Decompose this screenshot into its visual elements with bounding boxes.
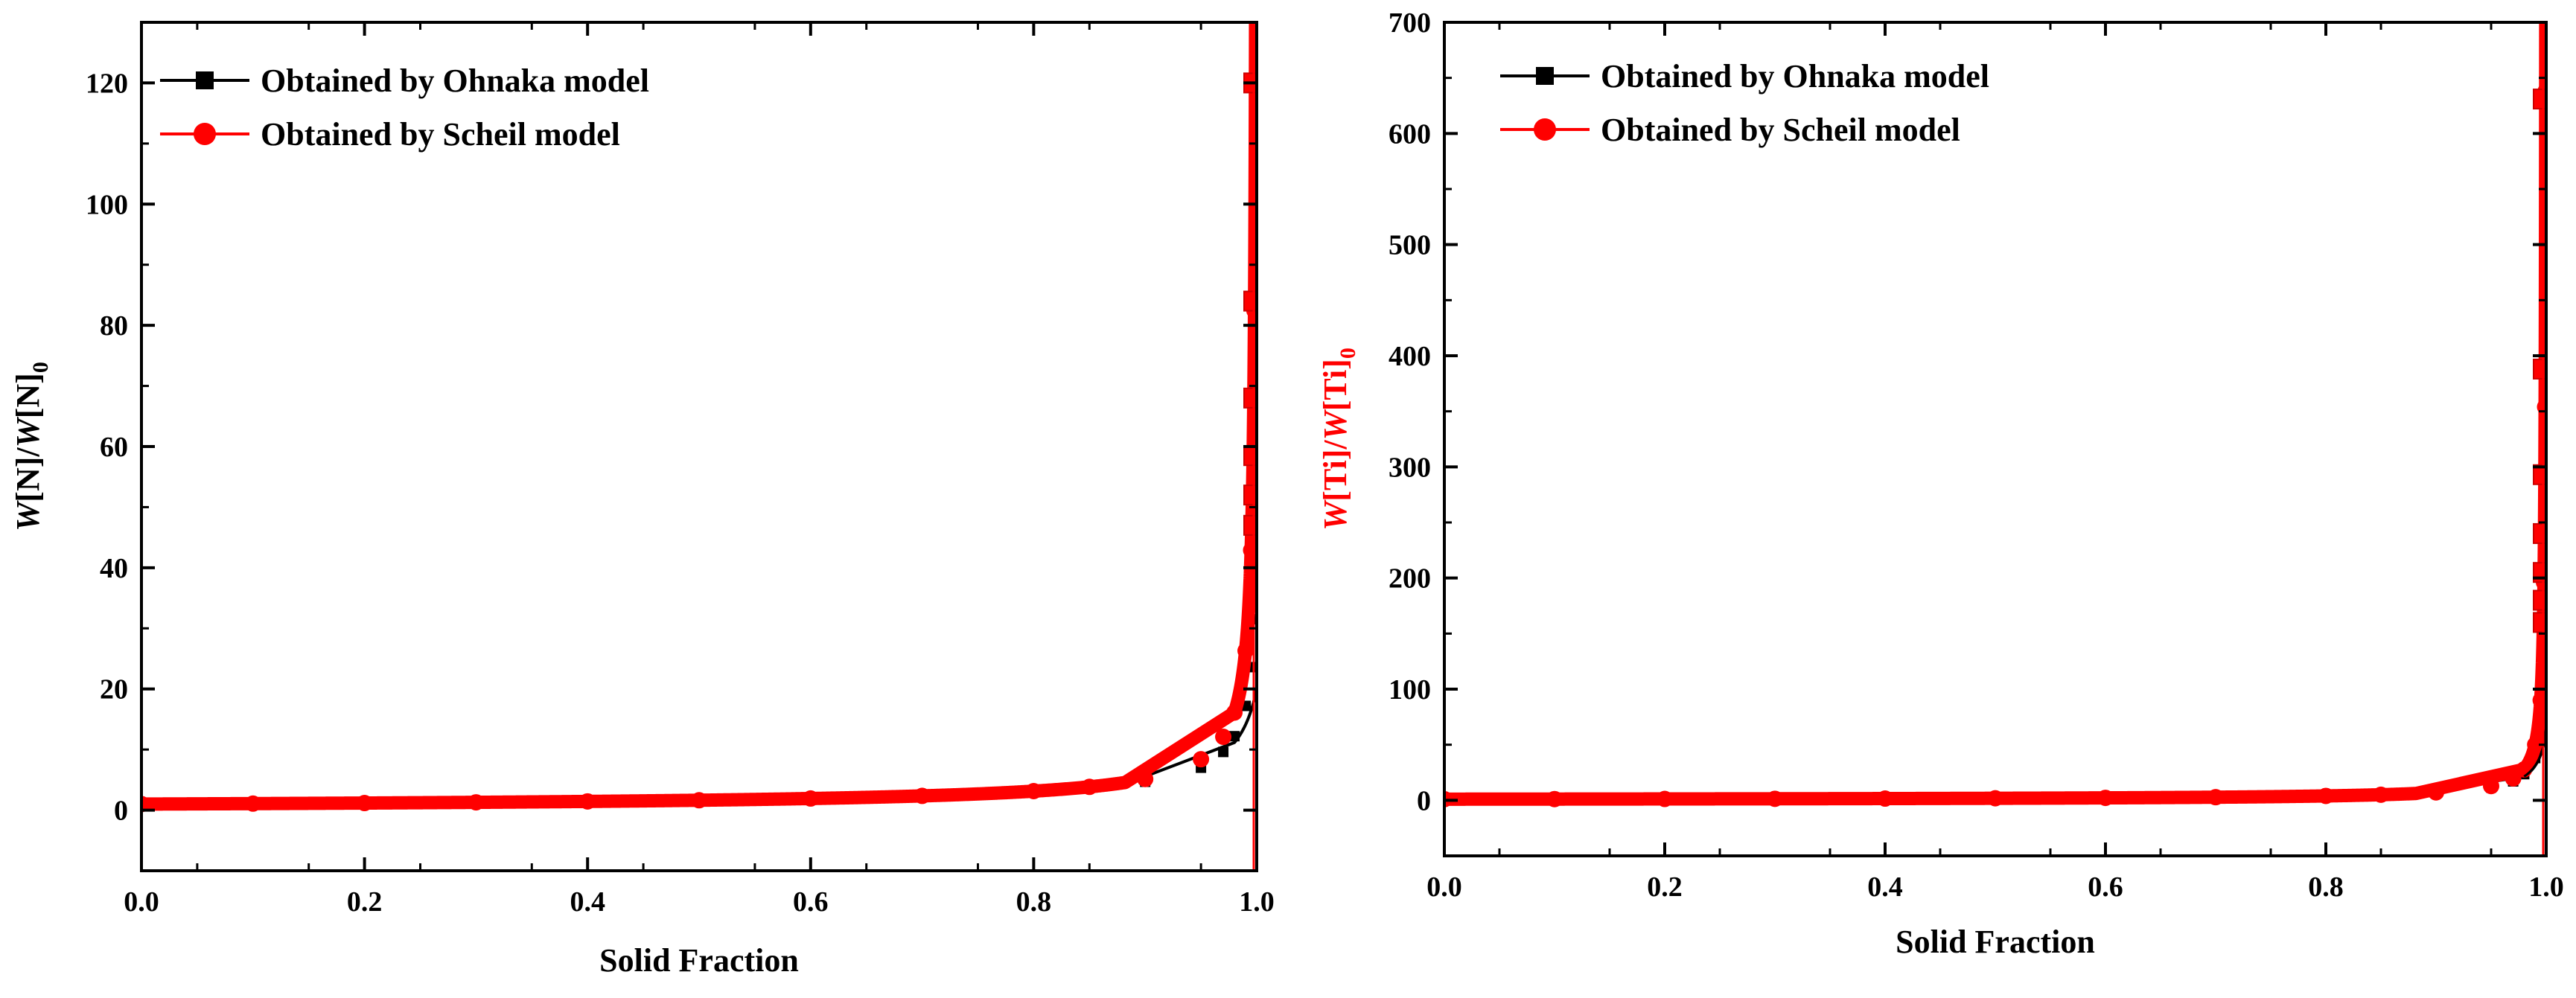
y-tick-label: 40 (100, 553, 128, 584)
y-tick-label: 20 (100, 674, 128, 706)
data-point-scheil (1767, 790, 1783, 807)
y-tick-label: 0 (114, 796, 128, 827)
data-point-scheil (2505, 770, 2522, 787)
data-point-scheil (2373, 786, 2389, 803)
legend-label: Obtained by Ohnaka model (1601, 58, 1989, 95)
x-tick-label: 0.8 (1016, 886, 1052, 918)
data-point-scheil (1193, 751, 1210, 768)
y-axis-title-part: [N]/ (10, 447, 46, 502)
right-chart-panel: 0.0 0.2 0.4 0.6 0.8 1.0 0 100 200 300 400 500 600 700… (1317, 7, 2564, 960)
y-tick-label: 700 (1389, 7, 1431, 39)
x-tick-label: 0.6 (793, 886, 829, 918)
legend-circle-marker (1534, 118, 1556, 141)
y-axis-title-part: [Ti]/ (1317, 440, 1354, 502)
x-axis-title: Solid Fraction (599, 942, 799, 979)
data-point-scheil (914, 787, 931, 805)
y-tick-label: 0 (1417, 785, 1431, 816)
legend-label: Obtained by Ohnaka model (261, 63, 649, 99)
legend-square-marker (1536, 67, 1554, 85)
data-point-scheil (1237, 642, 1254, 659)
data-point-scheil (1987, 790, 2003, 807)
data-point-ohnaka (1218, 746, 1229, 758)
data-point-scheil (1025, 783, 1042, 800)
data-point-scheil (356, 795, 373, 812)
y-tick-label: 120 (86, 68, 128, 99)
legend-circle-marker (194, 123, 216, 145)
data-point-scheil (1657, 790, 1673, 807)
legend-item: Obtained by Ohnaka model (1500, 58, 1989, 95)
y-axis-title-part: W (1317, 499, 1354, 531)
data-point-scheil (691, 792, 707, 809)
data-point-scheil (244, 795, 261, 812)
data-point-scheil (2483, 778, 2499, 795)
data-point-scheil (2428, 784, 2444, 801)
y-tick-label: 80 (100, 310, 128, 342)
y-tick-label: 100 (1389, 674, 1431, 706)
legend-item: Obtained by Ohnaka model (160, 63, 649, 99)
y-tick-label: 500 (1389, 230, 1431, 261)
legend-square-marker (196, 71, 214, 89)
legend-item: Obtained by Scheil model (160, 116, 620, 153)
y-tick-label: 60 (100, 432, 128, 463)
data-point-scheil (468, 794, 485, 811)
data-point-scheil (1546, 790, 1563, 807)
data-point-scheil (802, 790, 819, 807)
x-tick-label: 0.2 (1647, 871, 1683, 903)
plot-frame (1443, 21, 2548, 857)
legend-item: Obtained by Scheil model (1500, 112, 1960, 148)
y-tick-label: 400 (1389, 341, 1431, 372)
y-axis-title-part: 0 (28, 362, 53, 373)
data-point-scheil (1137, 770, 1154, 787)
y-axis-title-part: W (10, 500, 46, 531)
x-axis-title: Solid Fraction (1896, 924, 2095, 960)
x-tick-label: 0.4 (1867, 871, 1903, 903)
x-tick-label: 1.0 (2528, 871, 2564, 903)
y-axis-title: W[N]/W[N]0 (10, 362, 53, 531)
data-point-scheil (2527, 736, 2544, 753)
y-axis-title: W[Ti]/W[Ti]0 (1317, 348, 1360, 531)
x-tick-label: 0.6 (2088, 871, 2123, 903)
left-chart-panel: 0.0 0.2 0.4 0.6 0.8 1.0 0 20 40 60 80 100 120 Solid F… (10, 21, 1275, 979)
data-point-scheil (579, 793, 596, 810)
x-tick-label: 0.4 (570, 886, 605, 918)
y-axis-title-part: 0 (1336, 348, 1360, 359)
data-point-scheil (2207, 789, 2224, 806)
plot-area (141, 22, 1257, 871)
x-tick-label: 0.0 (1426, 871, 1462, 903)
y-axis-title-part: W (10, 416, 46, 447)
y-tick-label: 100 (86, 189, 128, 220)
legend-label: Obtained by Scheil model (1601, 112, 1960, 148)
data-point-scheil (141, 796, 150, 813)
plot-area (1444, 22, 2546, 856)
y-axis-title-part: [Ti] (1317, 359, 1354, 411)
x-tick-label: 0.8 (2308, 871, 2344, 903)
x-tick-label: 0.2 (347, 886, 383, 918)
legend-label: Obtained by Scheil model (261, 116, 620, 153)
data-point-scheil (1215, 729, 1232, 746)
y-axis-title-part: [N] (10, 373, 46, 418)
x-tick-label: 1.0 (1239, 886, 1275, 918)
y-tick-label: 600 (1389, 118, 1431, 150)
data-point-scheil (2097, 790, 2114, 807)
data-point-scheil (1877, 790, 1893, 807)
y-tick-label: 300 (1389, 452, 1431, 483)
data-point-scheil (1226, 704, 1243, 721)
data-point-scheil (2318, 787, 2334, 805)
x-tick-label: 0.0 (124, 886, 159, 918)
y-tick-label: 200 (1389, 563, 1431, 595)
y-axis-title-part: W (1317, 409, 1354, 440)
data-point-scheil (1081, 778, 1098, 796)
